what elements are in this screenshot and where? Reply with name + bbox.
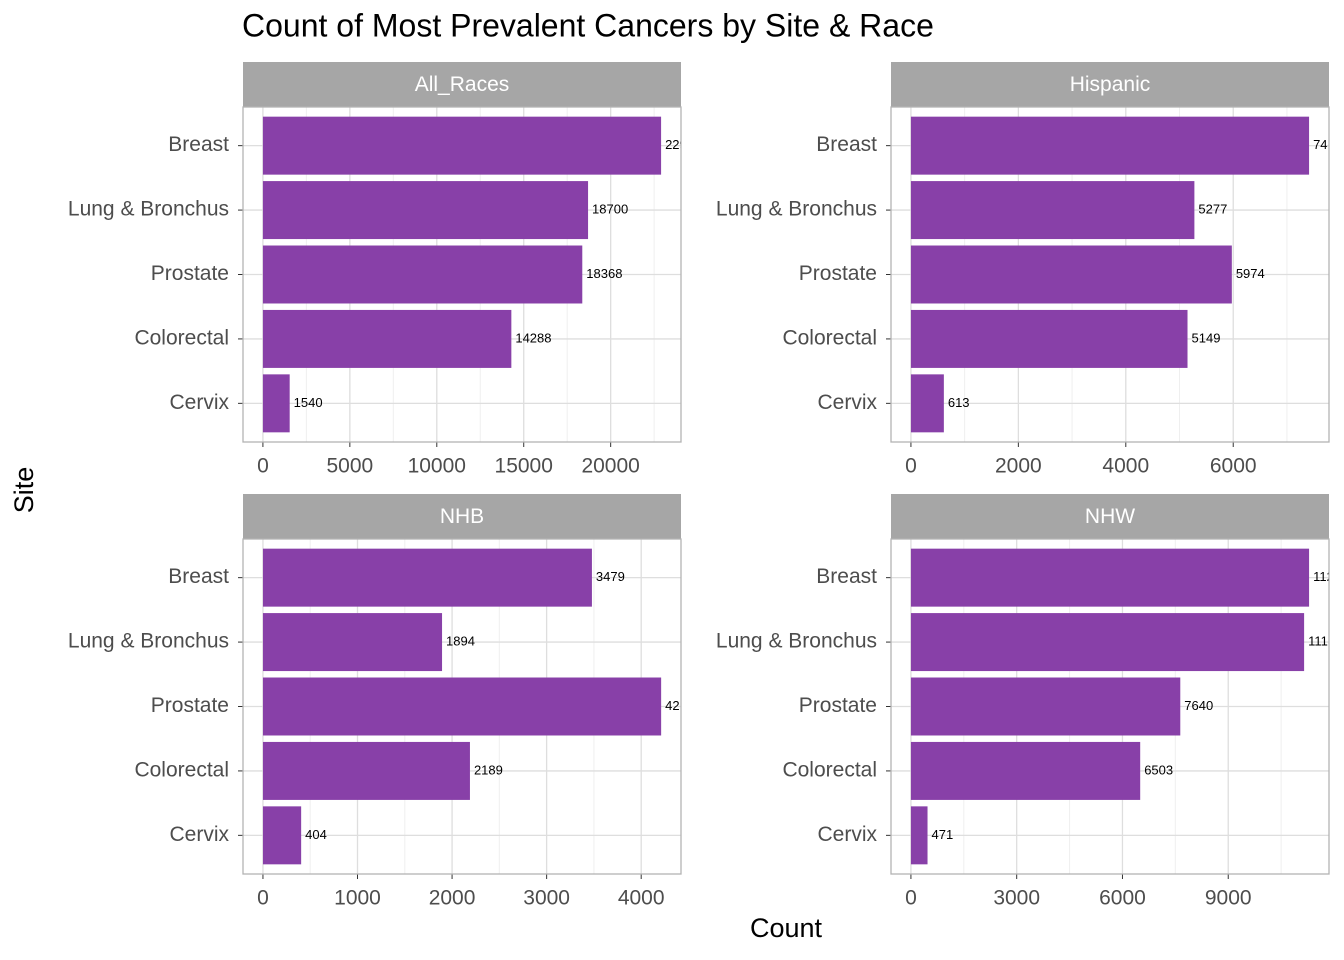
data-label: 5974 bbox=[1236, 266, 1265, 281]
data-label: 404 bbox=[305, 827, 327, 842]
y-tick-label: Breast bbox=[168, 133, 229, 156]
strip bbox=[891, 494, 1329, 539]
data-label: 11293 bbox=[1313, 569, 1344, 584]
bar bbox=[910, 677, 1181, 736]
y-tick-label: Prostate bbox=[799, 694, 877, 717]
strip bbox=[243, 62, 681, 107]
y-tick-label: Breast bbox=[816, 133, 877, 156]
panel-border bbox=[242, 538, 682, 875]
bar bbox=[910, 245, 1232, 304]
x-tick-label: 2000 bbox=[995, 455, 1042, 478]
x-tick-label: 20000 bbox=[581, 455, 639, 478]
y-axis-label: Site bbox=[9, 467, 39, 514]
strip bbox=[891, 62, 1329, 107]
x-tick-label: 2000 bbox=[429, 887, 476, 910]
x-tick-label: 1000 bbox=[334, 887, 381, 910]
x-tick-label: 0 bbox=[257, 455, 269, 478]
y-tick-label: Lung & Bronchus bbox=[68, 630, 229, 653]
data-label: 7412 bbox=[1313, 137, 1342, 152]
facet-title: All_Races bbox=[415, 73, 510, 96]
data-label: 5149 bbox=[1192, 330, 1221, 345]
bar bbox=[262, 181, 589, 240]
panel: 3479 1894 4211 2189 404 bbox=[243, 539, 693, 874]
bar bbox=[262, 245, 583, 304]
x-tick-label: 3000 bbox=[993, 887, 1040, 910]
data-label: 6503 bbox=[1144, 762, 1173, 777]
data-label: 3479 bbox=[596, 569, 625, 584]
x-tick-label: 4000 bbox=[1102, 455, 1149, 478]
bar bbox=[262, 309, 512, 368]
y-tick-label: Lung & Bronchus bbox=[68, 198, 229, 221]
panel: 11293 11152 7640 6503 471 bbox=[891, 539, 1344, 874]
data-label: 11152 bbox=[1308, 634, 1342, 649]
panel-border bbox=[242, 106, 682, 443]
data-label: 5277 bbox=[1198, 202, 1227, 217]
data-label: 7640 bbox=[1184, 698, 1213, 713]
y-tick-label: Lung & Bronchus bbox=[716, 630, 877, 653]
x-tick-label: 9000 bbox=[1205, 887, 1252, 910]
x-axis-label: Count bbox=[750, 913, 823, 943]
y-tick-label: Colorectal bbox=[134, 758, 229, 781]
data-label: 471 bbox=[932, 827, 954, 842]
strip bbox=[243, 494, 681, 539]
panel-border bbox=[890, 538, 1330, 875]
x-tick-label: 0 bbox=[905, 455, 917, 478]
x-tick-label: 6000 bbox=[1099, 887, 1146, 910]
bar bbox=[910, 806, 928, 865]
bar bbox=[910, 741, 1141, 800]
bar bbox=[262, 806, 302, 865]
data-label: 4211 bbox=[665, 698, 693, 713]
y-tick-label: Breast bbox=[168, 565, 229, 588]
y-tick-label: Breast bbox=[816, 565, 877, 588]
x-tick-label: 10000 bbox=[408, 455, 466, 478]
bar bbox=[910, 181, 1195, 240]
data-label: 1894 bbox=[446, 634, 475, 649]
y-tick-label: Colorectal bbox=[782, 758, 877, 781]
y-tick-label: Colorectal bbox=[134, 326, 229, 349]
x-tick-label: 6000 bbox=[1210, 455, 1257, 478]
y-tick-label: Cervix bbox=[169, 823, 229, 846]
y-tick-label: Prostate bbox=[151, 262, 229, 285]
y-tick-label: Lung & Bronchus bbox=[716, 198, 877, 221]
panel: 7412 5277 5974 5149 613 bbox=[891, 107, 1342, 442]
bar bbox=[262, 741, 470, 800]
y-tick-label: Prostate bbox=[799, 262, 877, 285]
bar bbox=[262, 374, 290, 433]
bar bbox=[262, 677, 662, 736]
facet-title: NHB bbox=[440, 505, 484, 528]
x-tick-label: 15000 bbox=[495, 455, 553, 478]
bar bbox=[262, 613, 443, 672]
data-label: 18700 bbox=[592, 202, 628, 217]
bar bbox=[910, 116, 1310, 175]
y-tick-label: Cervix bbox=[169, 391, 229, 414]
chart-title: Count of Most Prevalent Cancers by Site … bbox=[242, 7, 934, 43]
bar bbox=[910, 548, 1310, 607]
facet-title: Hispanic bbox=[1070, 73, 1151, 96]
data-label: 613 bbox=[948, 395, 970, 410]
x-tick-label: 4000 bbox=[618, 887, 665, 910]
data-label: 1540 bbox=[294, 395, 323, 410]
bar bbox=[262, 116, 662, 175]
y-tick-label: Cervix bbox=[817, 823, 877, 846]
y-tick-label: Cervix bbox=[817, 391, 877, 414]
x-tick-label: 3000 bbox=[523, 887, 570, 910]
data-label: 18368 bbox=[586, 266, 622, 281]
bar bbox=[262, 548, 592, 607]
panel-border bbox=[890, 106, 1330, 443]
y-tick-label: Colorectal bbox=[782, 326, 877, 349]
data-label: 14288 bbox=[515, 330, 551, 345]
x-tick-label: 5000 bbox=[326, 455, 373, 478]
bar bbox=[910, 374, 944, 433]
facet-title: NHW bbox=[1085, 505, 1135, 528]
data-label: 22900 bbox=[665, 137, 701, 152]
panel: 22900 18700 18368 14288 1540 bbox=[243, 107, 701, 442]
data-label: 2189 bbox=[474, 762, 503, 777]
bar bbox=[910, 613, 1305, 672]
y-tick-label: Prostate bbox=[151, 694, 229, 717]
bar bbox=[910, 309, 1188, 368]
x-tick-label: 0 bbox=[257, 887, 269, 910]
x-tick-label: 0 bbox=[905, 887, 917, 910]
